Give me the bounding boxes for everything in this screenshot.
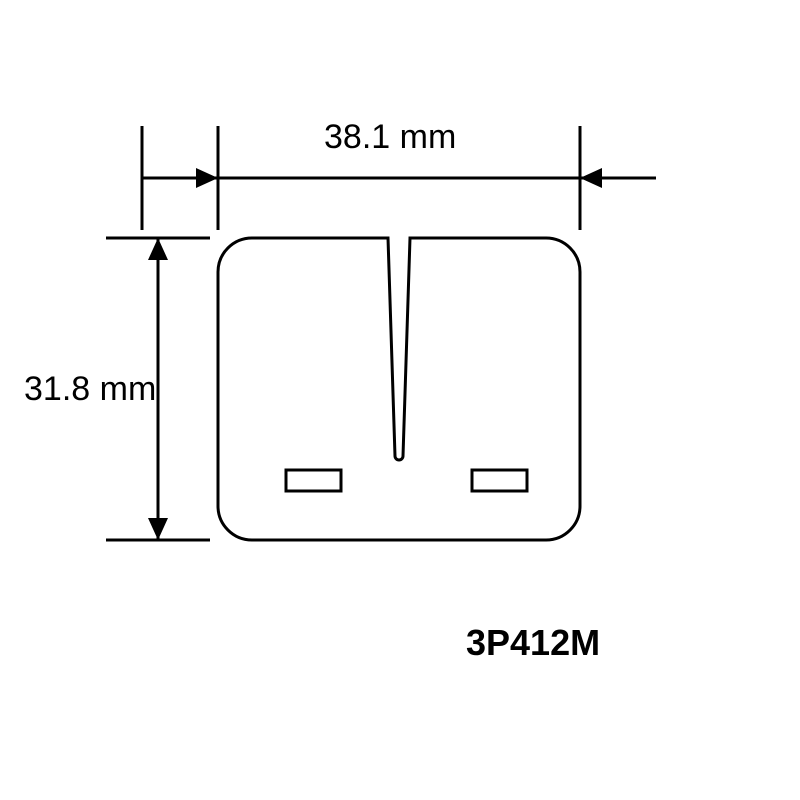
width-arrow-left [196, 168, 218, 188]
width-arrow-right [580, 168, 602, 188]
height-dimension-label: 31.8 mm [24, 370, 156, 409]
slot-right [472, 470, 527, 491]
height-arrow-top [148, 238, 168, 260]
height-arrow-bottom [148, 518, 168, 540]
part-outline [218, 238, 580, 540]
drawing-canvas: 38.1 mm 31.8 mm 3P412M [0, 0, 800, 800]
slot-left [286, 470, 341, 491]
width-dimension-label: 38.1 mm [324, 118, 456, 157]
part-number-label: 3P412M [466, 622, 600, 664]
